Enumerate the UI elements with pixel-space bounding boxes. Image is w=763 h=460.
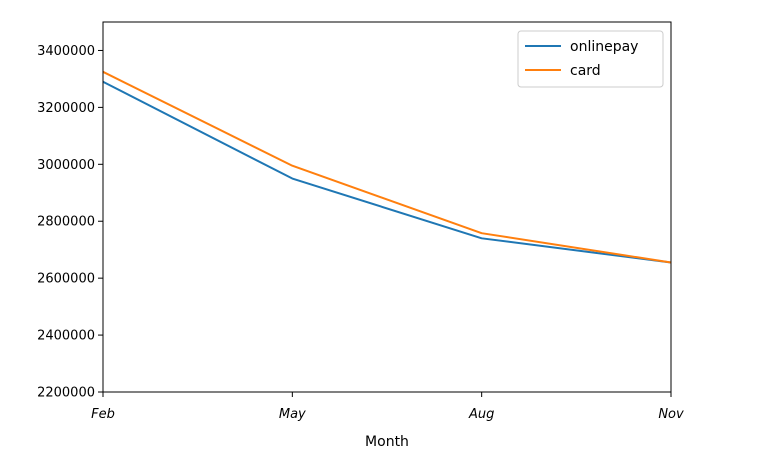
y-tick-label: 3000000 (37, 158, 95, 173)
y-tick-label: 2600000 (37, 272, 95, 287)
y-tick-label: 2200000 (37, 386, 95, 401)
y-tick-label: 2800000 (37, 215, 95, 230)
legend-label-card: card (570, 63, 601, 79)
axes-frame (102, 21, 672, 393)
x-axis-label: Month (365, 434, 409, 450)
series-line-card (102, 70, 672, 264)
legend: onlinepay card (517, 30, 664, 88)
x-tick-label: May (279, 407, 306, 422)
x-tick-label: Nov (658, 407, 684, 422)
axes: 2200000 2400000 2600000 2800000 3000000 32000… (37, 21, 684, 450)
x-tick-label: Aug (468, 407, 494, 422)
x-tick-label: Feb (91, 407, 115, 422)
legend-label-onlinepay: onlinepay (570, 39, 638, 55)
y-tick-label: 2400000 (37, 329, 95, 344)
plot-area (102, 70, 672, 264)
series-line-onlinepay (102, 80, 672, 264)
y-tick-label: 3400000 (37, 44, 95, 59)
y-tick-label: 3200000 (37, 101, 95, 116)
